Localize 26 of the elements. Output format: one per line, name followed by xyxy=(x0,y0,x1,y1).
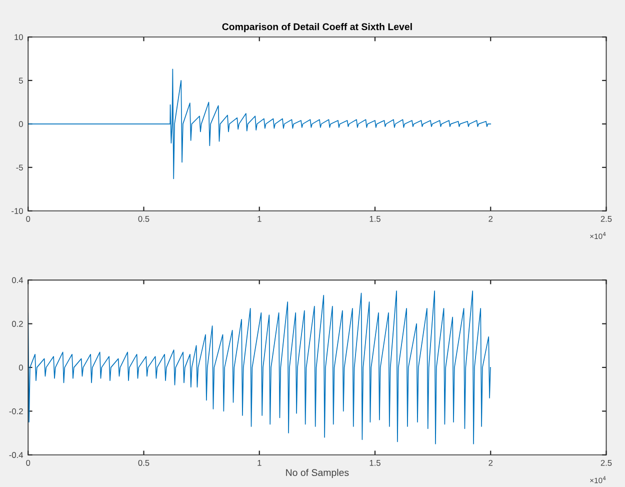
x-tick-label: 2.5 xyxy=(600,460,612,466)
x-tick-label: 1.5 xyxy=(370,460,380,466)
y-tick-label: -0.4 xyxy=(9,452,24,458)
y-tick-label: 0 xyxy=(18,364,23,371)
x-tick-label: 2.5 xyxy=(600,216,612,222)
x-tick-label: 0.5 xyxy=(138,216,150,222)
x-tick-label: 2 xyxy=(488,216,493,222)
y-tick-label: -0.2 xyxy=(9,408,23,414)
y-tick-label: 5 xyxy=(18,78,23,84)
x-tick-label: 1.5 xyxy=(370,216,380,222)
y-tick-label: -10 xyxy=(12,208,23,214)
x-tick-label: 1 xyxy=(258,460,262,466)
line-series xyxy=(28,290,491,444)
y-tick-label: 0 xyxy=(18,121,23,128)
x-axis-title: No of Samples xyxy=(286,468,349,478)
y-tick-label: 0.2 xyxy=(12,320,23,327)
x-tick-label: 0 xyxy=(26,460,30,466)
chart-title: Comparison of Detail Coeff at Sixth Level xyxy=(222,23,412,32)
y-tick-label: 10 xyxy=(14,34,23,40)
line-series xyxy=(28,68,492,180)
x-tick-label: 0.5 xyxy=(138,460,150,466)
x-tick-label: 2 xyxy=(488,460,493,466)
x-tick-label: 1 xyxy=(258,216,262,222)
y-tick-label: 0.4 xyxy=(12,277,24,284)
x-tick-label: 0 xyxy=(26,216,30,222)
y-tick-label: -5 xyxy=(16,164,23,171)
